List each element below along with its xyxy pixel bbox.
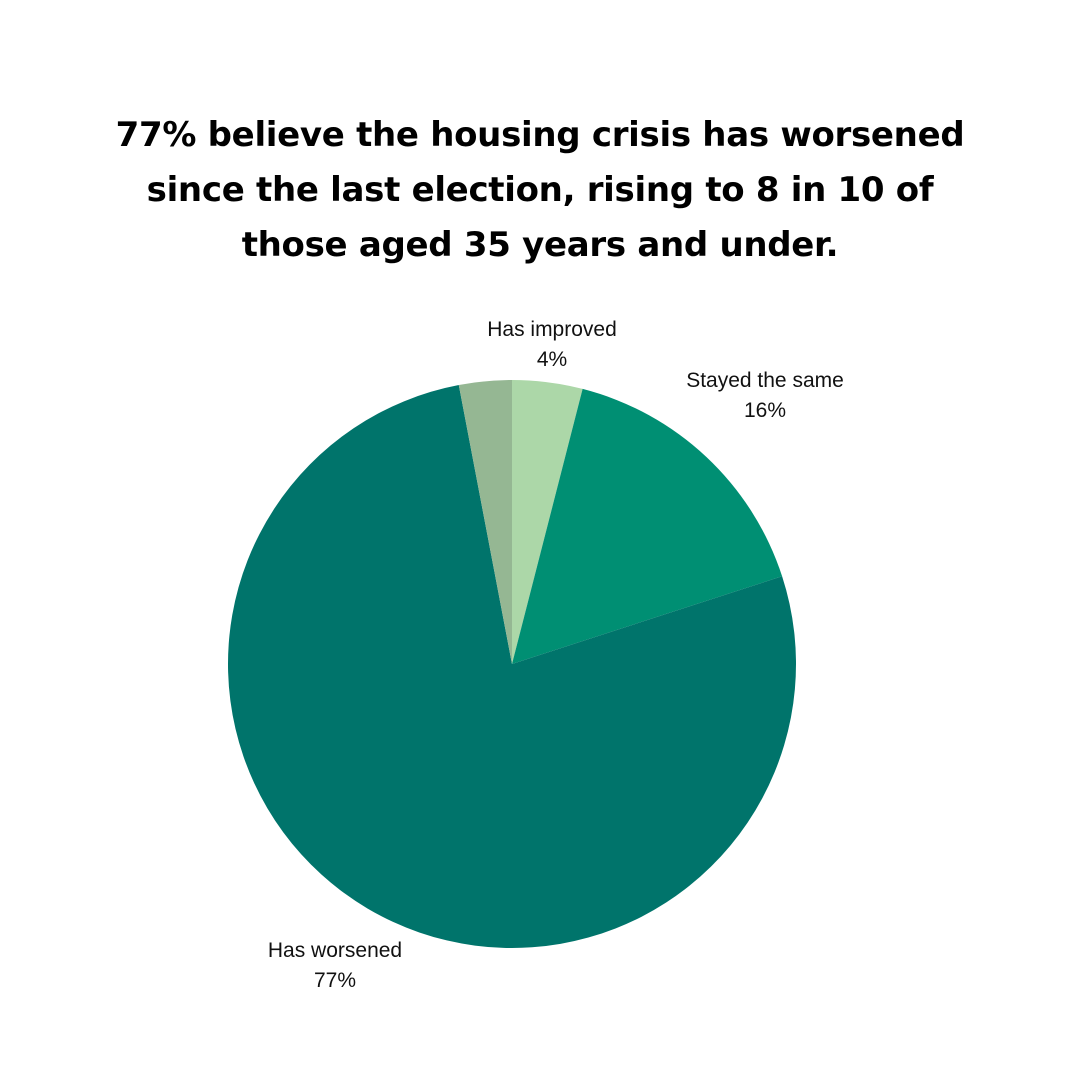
chart-title-line-2: since the last election, rising to 8 in … [146, 170, 934, 210]
slice-label-has-improved: Has improved [487, 318, 617, 341]
chart-title-line-3: those aged 35 years and under. [241, 225, 839, 265]
pie-slice-unlabeled [458, 380, 512, 664]
pie-slice-has-worsened [227, 385, 796, 949]
pie-slice-stayed-the-same [512, 388, 783, 664]
slice-value-stayed-the-same: 16% [744, 399, 786, 422]
slice-value-has-improved: 4% [537, 348, 567, 371]
chart-title: 77% believe the housing crisis has worse… [60, 108, 1020, 273]
pie-slices [227, 380, 796, 949]
pie-labels: Has improved 4% Stayed the same 16% Has wors… [268, 318, 844, 992]
slice-label-has-worsened: Has worsened [268, 939, 402, 962]
pie-slice-has-improved [512, 380, 583, 664]
slice-label-stayed-the-same: Stayed the same [686, 369, 844, 392]
chart-title-line-1: 77% believe the housing crisis has worse… [115, 115, 965, 155]
slice-value-has-worsened: 77% [314, 969, 356, 992]
